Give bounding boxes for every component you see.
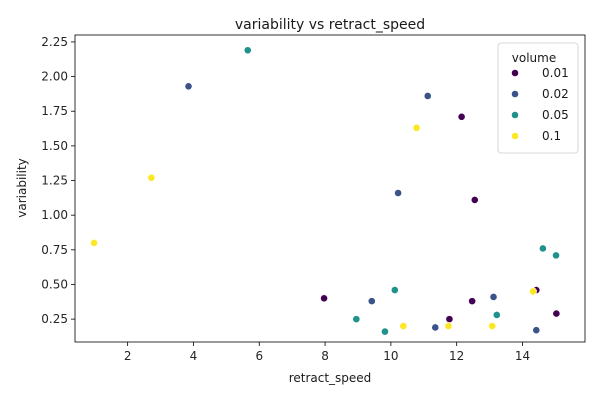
data-point	[489, 293, 498, 301]
data-point	[184, 82, 193, 91]
data-point	[431, 323, 440, 332]
chart-title: variability vs retract_speed	[235, 17, 425, 33]
legend-marker	[511, 132, 519, 140]
data-point	[412, 123, 421, 132]
y-tick-label: 1.75	[41, 104, 68, 118]
data-point	[399, 322, 408, 330]
data-point	[445, 315, 454, 324]
legend-label: 0.02	[542, 87, 569, 101]
data-point	[468, 297, 477, 306]
legend-marker	[511, 111, 519, 119]
data-point	[552, 309, 561, 318]
x-tick-label: 10	[383, 349, 398, 363]
y-tick-label: 2.25	[41, 35, 68, 49]
data-point	[492, 311, 501, 319]
legend-label: 0.05	[542, 108, 569, 122]
y-tick-label: 1.00	[41, 208, 68, 222]
y-tick-label: 1.50	[41, 139, 68, 153]
data-point	[552, 251, 560, 260]
x-axis: 2 4 6 8 10 12 14	[124, 342, 530, 363]
x-axis-label: retract_speed	[289, 371, 372, 385]
data-point	[529, 287, 537, 296]
legend-marker	[511, 90, 519, 98]
x-tick-label: 6	[255, 349, 263, 363]
y-tick-label: 2.00	[41, 70, 68, 84]
data-point	[457, 112, 466, 121]
y-tick-label: 1.25	[41, 174, 68, 188]
x-tick-label: 14	[515, 349, 530, 363]
data-point	[423, 92, 432, 100]
legend-label: 0.1	[542, 129, 561, 143]
legend-title: volume	[512, 51, 556, 65]
y-tick-label: 0.25	[41, 312, 68, 326]
data-point	[320, 294, 328, 303]
data-point	[147, 173, 156, 182]
y-tick-label: 0.75	[41, 243, 68, 257]
legend-items: 0.01 0.02 0.05 0.1	[511, 66, 569, 143]
data-point	[352, 315, 361, 324]
y-axis: 0.25 0.50 0.75 1.00 1.25 1.50 1.75 2.00 2.25	[41, 35, 75, 326]
x-tick-label: 8	[321, 349, 329, 363]
data-point	[444, 322, 453, 330]
x-tick-label: 12	[449, 349, 464, 363]
data-point	[394, 189, 403, 197]
y-axis-label: variability	[15, 158, 29, 218]
plot-frame	[74, 34, 586, 343]
data-point	[488, 322, 497, 330]
data-point	[538, 244, 547, 253]
legend: volume 0.01 0.02 0.05 0.1	[497, 42, 579, 154]
data-point	[90, 239, 98, 247]
x-tick-label: 4	[190, 349, 198, 363]
legend-label: 0.01	[542, 66, 569, 80]
plot-area	[90, 46, 561, 336]
legend-marker	[511, 69, 519, 77]
data-point	[470, 196, 479, 204]
data-point	[381, 327, 389, 336]
data-point	[243, 46, 252, 55]
data-point	[390, 286, 399, 294]
data-point	[367, 297, 376, 306]
y-tick-label: 0.50	[41, 277, 68, 291]
data-point	[532, 326, 541, 335]
legend-box	[497, 42, 579, 154]
x-tick-label: 2	[124, 349, 132, 363]
